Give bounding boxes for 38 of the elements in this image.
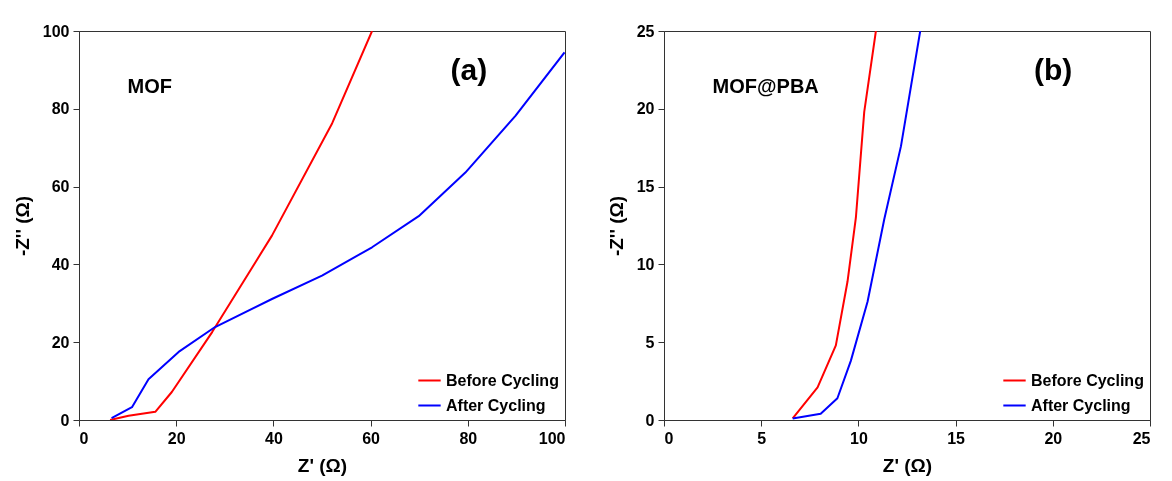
line-series [109,31,374,420]
x-tick-label: 80 [459,429,478,447]
x-tick-label: 60 [362,429,381,447]
y-tick-label: 40 [51,255,70,273]
legend-label: Before Cycling [446,371,559,389]
x-tick-label: 0 [79,429,89,447]
y-tick-label: 5 [645,333,655,351]
y-tick-label: 80 [51,100,70,118]
y-tick-label: 10 [636,255,655,273]
x-tick-label: 15 [947,429,966,447]
legend-label: After Cycling [446,396,546,414]
y-tick-label: 60 [51,178,70,196]
line-series [110,51,565,420]
x-tick-label: 10 [850,429,868,447]
legend-label: Before Cycling [1031,371,1144,389]
x-axis-title: Z' (Ω) [297,454,348,476]
annotation: MOF [127,75,173,97]
y-axis-title: -Z'' (Ω) [11,195,33,257]
legend-label: After Cycling [1031,396,1131,414]
y-tick-label: 0 [60,411,70,429]
annotation: (a) [450,53,488,86]
y-axis-title: -Z'' (Ω) [605,195,627,257]
annotation: MOF@PBA [712,75,819,97]
y-tick-label: 15 [636,178,655,196]
x-axis-title: Z' (Ω) [882,454,933,476]
y-tick-label: 20 [636,100,655,118]
x-tick-label: 40 [265,429,283,447]
x-tick-label: 100 [538,429,566,447]
y-tick-label: 25 [636,22,655,40]
x-tick-label: 20 [167,429,186,447]
y-tick-label: 100 [42,22,70,40]
x-tick-label: 0 [664,429,674,447]
y-tick-label: 20 [51,333,70,351]
x-tick-label: 5 [757,429,767,447]
x-tick-label: 25 [1132,429,1151,447]
annotation: (b) [1033,53,1073,86]
y-tick-label: 0 [645,411,655,429]
x-tick-label: 20 [1044,429,1063,447]
